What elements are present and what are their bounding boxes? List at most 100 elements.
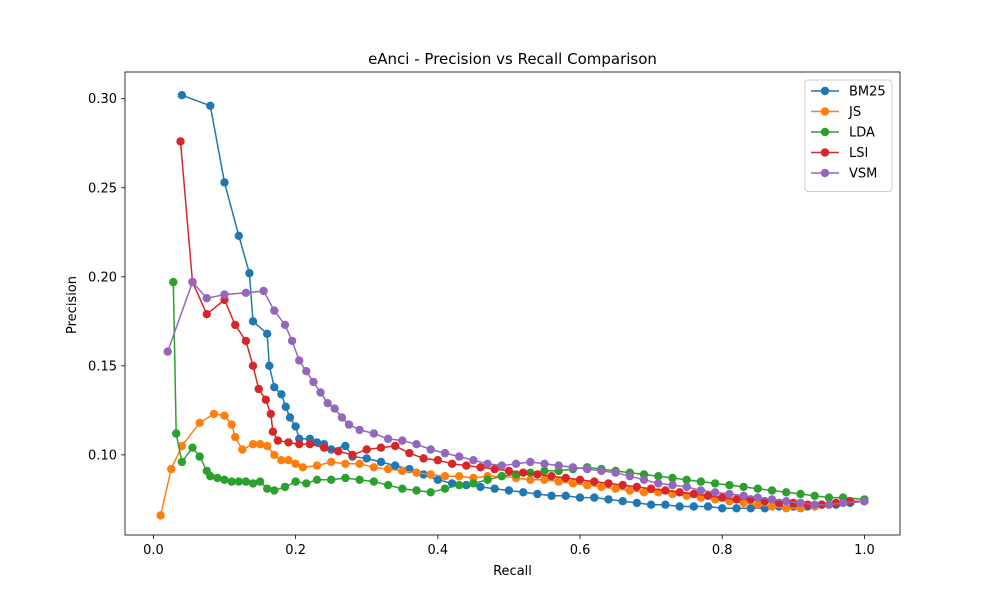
data-point (718, 504, 727, 513)
data-point (575, 475, 585, 484)
data-point (646, 484, 656, 493)
data-point (234, 477, 243, 486)
data-point (583, 464, 592, 474)
data-point (295, 356, 304, 365)
data-point (547, 472, 556, 481)
data-point (291, 422, 300, 431)
axes: 0.0 0.2 0.4 0.6 0.8 1.0 0.10 0.15 0.20 0.25 0.30 (88, 71, 901, 558)
data-point (639, 488, 649, 497)
data-point (355, 425, 364, 435)
data-point (597, 466, 606, 476)
data-point (227, 420, 236, 429)
data-point (398, 436, 407, 445)
data-point (281, 402, 290, 411)
data-point (526, 468, 535, 477)
data-point (703, 491, 713, 500)
data-point (476, 482, 485, 492)
data-point (383, 464, 393, 474)
data-point (440, 484, 450, 493)
data-point (447, 459, 457, 468)
data-point (739, 498, 748, 508)
series-bm25 (177, 91, 869, 513)
data-point (810, 491, 819, 500)
data-point (369, 429, 379, 438)
legend-label: LSI (849, 146, 868, 161)
y-tick-label: 0.10 (88, 448, 117, 463)
data-point (238, 445, 247, 454)
data-point (263, 441, 272, 451)
series-lda (169, 277, 869, 504)
data-point (265, 361, 274, 370)
y-axis-label: Precision (65, 276, 80, 334)
data-point (511, 459, 521, 468)
data-point (287, 336, 297, 346)
data-point (188, 277, 197, 287)
legend-marker (820, 107, 830, 116)
legend-marker (820, 168, 830, 178)
series-line-bm25 (181, 94, 865, 510)
data-point (568, 463, 578, 472)
legend-label: BM25 (849, 85, 886, 100)
data-point (725, 489, 734, 499)
data-point (248, 317, 258, 326)
data-point (273, 436, 283, 445)
legend-item-lsi: LSI (811, 146, 868, 161)
data-point (270, 383, 279, 392)
legend-label: JS (848, 105, 861, 120)
legend-item-bm25: BM25 (811, 85, 886, 100)
data-point (583, 480, 592, 490)
data-point (263, 329, 272, 338)
data-point (355, 475, 364, 484)
data-point (245, 269, 254, 278)
data-point (327, 475, 336, 484)
data-point (597, 482, 606, 492)
data-point (277, 456, 286, 465)
data-point (220, 475, 229, 484)
data-point (455, 472, 464, 481)
data-point (280, 482, 290, 492)
data-point (263, 484, 272, 493)
data-point (590, 493, 599, 502)
data-point (341, 473, 350, 483)
data-point (312, 475, 322, 484)
data-point (362, 454, 371, 463)
data-point (540, 459, 549, 468)
data-point (268, 427, 278, 436)
data-point (270, 450, 279, 460)
legend-marker (820, 148, 830, 157)
data-point (767, 495, 777, 504)
data-point (327, 457, 336, 467)
legend-marker (820, 127, 830, 137)
data-point (789, 498, 798, 508)
data-point (248, 440, 258, 449)
data-point (682, 475, 691, 484)
data-point (426, 488, 435, 497)
data-point (391, 441, 400, 451)
data-point (646, 500, 656, 509)
data-point (280, 320, 290, 330)
data-point (248, 361, 258, 370)
data-point (302, 479, 311, 488)
data-point (405, 448, 414, 458)
data-point (369, 463, 379, 472)
chart-title: eAnci - Precision vs Recall Comparison (368, 50, 657, 68)
data-point (172, 429, 181, 438)
data-point (412, 486, 421, 495)
data-point (412, 468, 421, 477)
data-point (270, 306, 279, 315)
data-point (319, 443, 329, 452)
data-point (209, 409, 219, 419)
data-point (426, 445, 435, 454)
data-point (519, 488, 528, 497)
data-point (295, 440, 304, 449)
data-point (661, 486, 670, 495)
data-point (284, 438, 293, 447)
data-point (696, 486, 706, 495)
data-point (462, 461, 471, 470)
data-point (177, 91, 187, 100)
data-point (348, 450, 357, 460)
data-point (241, 288, 251, 297)
data-point (298, 463, 307, 472)
data-point (469, 479, 478, 488)
